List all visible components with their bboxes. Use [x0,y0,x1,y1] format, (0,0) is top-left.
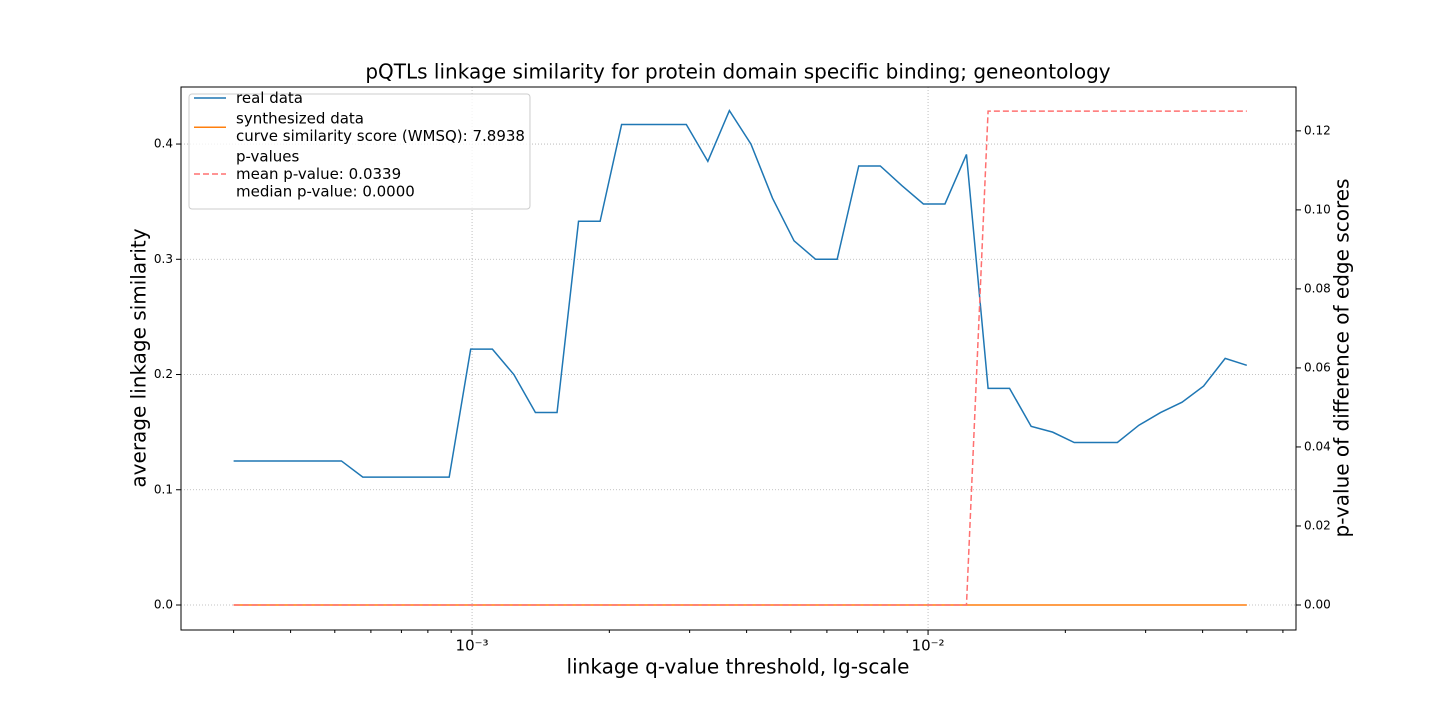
legend-label: synthesized data curve similarity score (… [236,109,525,145]
chart-title: pQTLs linkage similarity for protein dom… [365,60,1110,84]
series-line [233,110,1247,606]
y-tick-label: 0.4 [154,137,173,151]
legend-box [188,93,531,210]
y-tick-label: 0.1 [154,482,173,496]
y2-tick-label: 0.04 [1304,439,1331,453]
x-tick-label: 10⁻³ [456,637,489,655]
y-tick-label: 0.0 [154,597,173,611]
legend-label: real data [236,89,303,107]
y-tick-label: 0.2 [154,367,173,381]
legend-label: p-values mean p-value: 0.0339 median p-val… [236,147,415,200]
plot-frame [180,86,1297,631]
y-tick-label: 0.3 [154,252,173,266]
y2-tick-label: 0.00 [1304,597,1331,611]
y2-tick-label: 0.08 [1304,281,1331,295]
x-tick-label: 10⁻² [912,637,945,655]
y2-tick-label: 0.10 [1304,202,1331,216]
x-axis-label: linkage q-value threshold, lg-scale [567,655,910,679]
legend: real data synthesized data curve similarit… [188,89,531,210]
y2-tick-label: 0.06 [1304,360,1331,374]
y-axis-label: average linkage similarity [127,228,151,487]
y2-axis-label: p-value of difference of edge scores [1330,179,1354,538]
y2-tick-label: 0.02 [1304,518,1331,532]
y2-tick-label: 0.12 [1304,123,1331,137]
series-line [233,109,1248,478]
